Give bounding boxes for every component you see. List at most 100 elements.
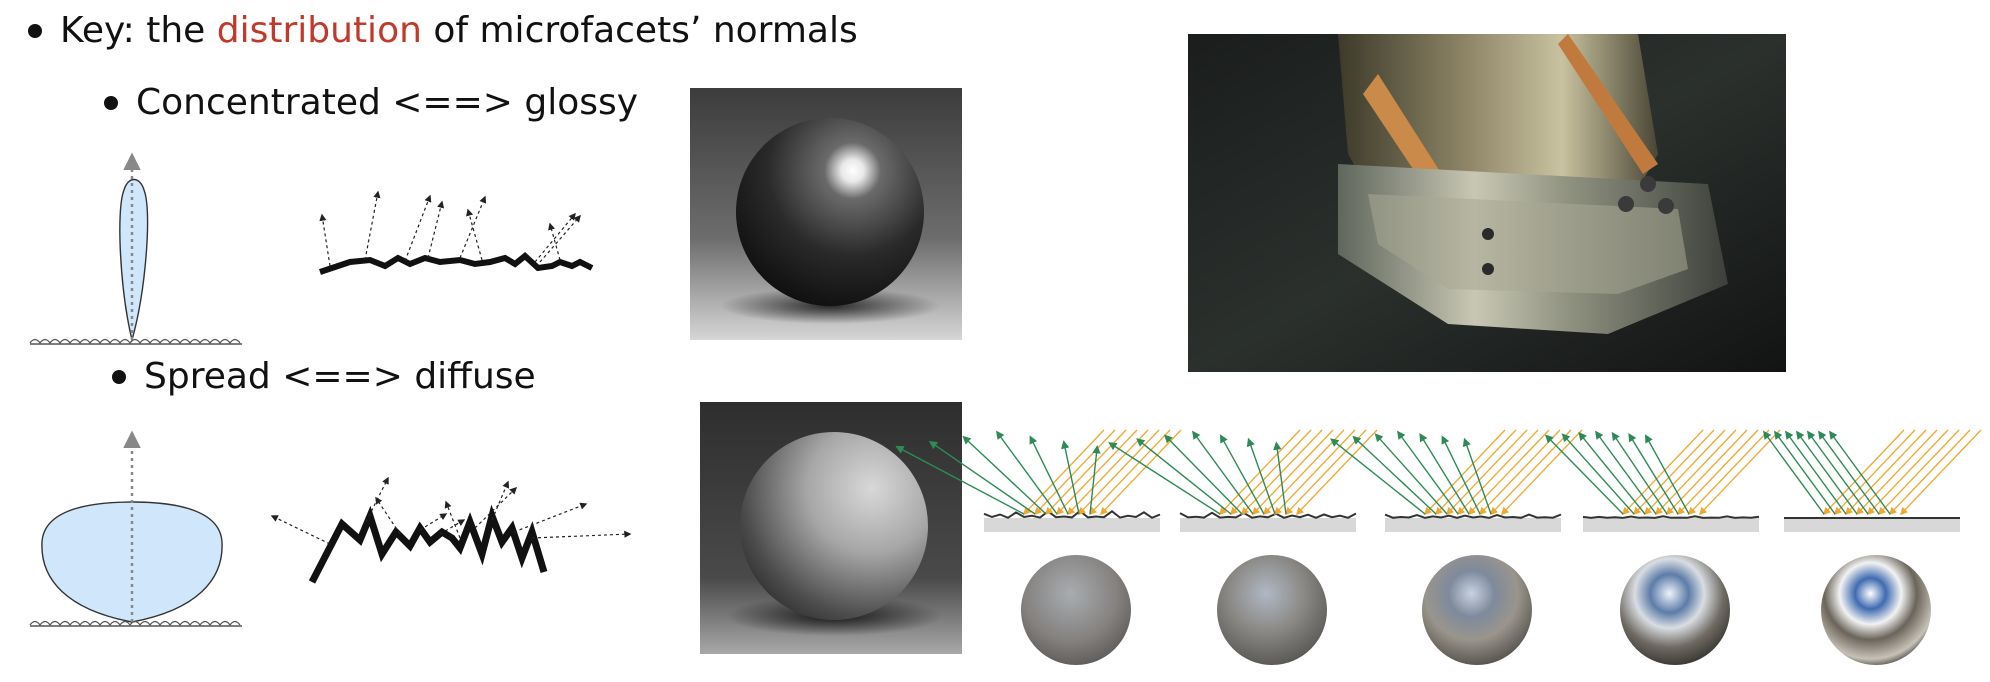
reflected-ray (1578, 431, 1646, 515)
incident-ray (1665, 429, 1748, 516)
incident-ray (1295, 429, 1378, 516)
reflected-ray (1611, 431, 1668, 515)
reflected-ray (1061, 440, 1080, 515)
glossy-microsurface-diagram (319, 190, 594, 275)
reflected-ray (1561, 433, 1635, 515)
heading-prefix: Key: the (60, 10, 217, 51)
roughness-sphere (1422, 555, 1532, 665)
reflected-ray (1374, 433, 1448, 515)
incident-ray (1899, 429, 1982, 516)
reflected-ray (1545, 434, 1624, 515)
reflected-ray (1774, 430, 1836, 515)
roughness-sphere (1620, 555, 1730, 665)
reflected-ray (1419, 433, 1470, 515)
diffuse-label: Spread <==> diffuse (144, 356, 536, 397)
incident-ray (1066, 429, 1149, 516)
substrate (1583, 518, 1759, 532)
incident-ray (1251, 429, 1334, 516)
roughness-sphere (1217, 555, 1327, 665)
diffuse-scatter-arrows (270, 476, 632, 545)
roughness-panel (895, 429, 1182, 665)
glossy-lobe (119, 178, 149, 343)
reflected-ray (1595, 430, 1657, 515)
substrate (1180, 518, 1356, 532)
incident-ray (1888, 429, 1971, 516)
bullet-dot (112, 369, 126, 384)
roughness-panel (1545, 429, 1781, 665)
reflected-ray (1330, 438, 1426, 515)
glossy-sphere-image (690, 88, 962, 340)
microsurface-line (1179, 511, 1357, 519)
incident-ray (1632, 429, 1715, 516)
reflected-ray (1273, 441, 1287, 515)
reflected-ray (895, 445, 1025, 515)
incident-ray (1044, 429, 1127, 516)
roughness-panel (1330, 429, 1583, 665)
reflected-ray (962, 435, 1047, 515)
diffuse-microsurface-diagram (270, 476, 632, 584)
incident-ray (1643, 429, 1726, 516)
diffuse-lobe (41, 501, 223, 623)
key-bullet: Key: the distribution of microfacets’ no… (28, 10, 858, 51)
reflected-ray (1029, 435, 1069, 515)
reflected-ray (1397, 430, 1459, 515)
microsurface-line (1384, 513, 1562, 519)
reflected-ray (1785, 430, 1847, 515)
diffuse-sphere-image (700, 402, 962, 654)
incident-ray (1500, 429, 1583, 516)
reflected-ray (1136, 438, 1232, 515)
incident-ray (1833, 429, 1916, 516)
diffuse-surface-line (308, 504, 548, 584)
incident-ray (1022, 429, 1105, 516)
glossy-reflection-arrows (319, 190, 581, 267)
reflected-ray (1219, 434, 1265, 515)
diffuse-bullet: Spread <==> diffuse (112, 356, 536, 397)
incident-ray (1077, 429, 1160, 516)
incident-ray (1262, 429, 1345, 516)
incident-ray (1489, 429, 1572, 516)
glossy-label: Concentrated <==> glossy (136, 82, 639, 123)
incident-ray (1877, 429, 1960, 516)
incident-ray (1687, 429, 1770, 516)
incident-ray (1456, 429, 1539, 516)
incident-ray (1088, 429, 1171, 516)
glossy-surface-line (319, 252, 594, 275)
glossy-bullet: Concentrated <==> glossy (104, 82, 638, 123)
incident-ray (1273, 429, 1356, 516)
bullet-dot (104, 95, 118, 110)
roughness-sphere (1821, 555, 1931, 665)
substrate (1784, 518, 1960, 532)
roughness-series-diagram (895, 429, 1982, 665)
incident-ray (1467, 429, 1550, 516)
incident-ray (1240, 429, 1323, 516)
reflected-ray (1352, 435, 1437, 515)
microsurface-line (983, 509, 1161, 519)
reflected-ray (1164, 434, 1243, 515)
reflected-ray (1807, 430, 1869, 515)
reflected-ray (1644, 434, 1690, 515)
reflected-ray (1818, 430, 1880, 515)
heading-highlight: distribution (216, 10, 422, 51)
roughness-panels (895, 429, 1982, 665)
incident-ray (1284, 429, 1367, 516)
incident-ray (1033, 429, 1116, 516)
incident-ray (1099, 429, 1182, 516)
glossy-lobe-diagram (29, 152, 242, 345)
reflected-ray (1089, 445, 1101, 515)
metal-helmet-photo (1188, 34, 1786, 372)
roughness-sphere (1021, 555, 1131, 665)
incident-ray (1844, 429, 1927, 516)
incident-ray (1855, 429, 1938, 516)
heading-suffix: of microfacets’ normals (421, 10, 858, 51)
reflected-ray (1246, 437, 1276, 515)
incident-ray (1822, 429, 1905, 516)
reflected-ray (1462, 437, 1492, 515)
reflected-ray (1763, 430, 1825, 515)
reflected-ray (1192, 430, 1254, 515)
incident-ray (1478, 429, 1561, 516)
incident-ray (1055, 429, 1138, 516)
incident-ray (1676, 429, 1759, 516)
bullet-dot (28, 23, 42, 38)
microsurface-line (1582, 515, 1760, 519)
diffuse-lobe-diagram (29, 430, 242, 627)
